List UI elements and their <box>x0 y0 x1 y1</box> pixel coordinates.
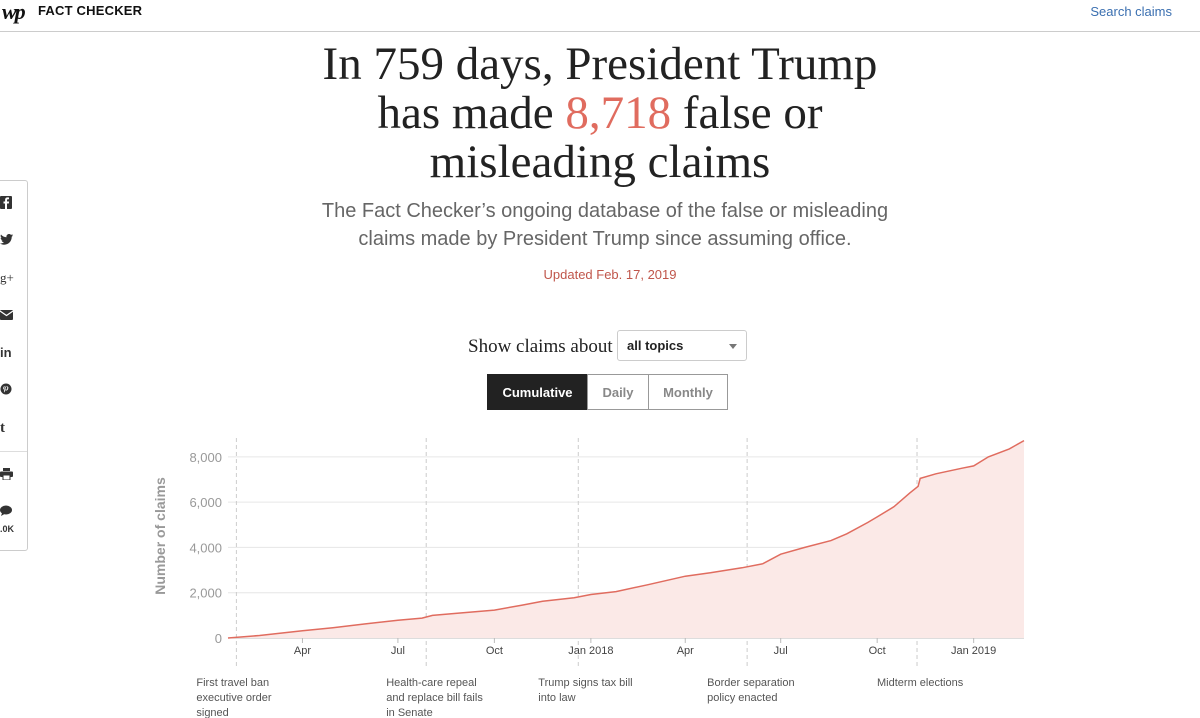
cumulative-line <box>227 439 1025 639</box>
x-tick-label: Apr <box>677 645 694 657</box>
event-annotation-line: Border separation <box>707 677 794 689</box>
google-plus-icon[interactable]: g+ <box>0 270 14 285</box>
event-annotation-line: Trump signs tax bill <box>538 677 632 689</box>
topic-select-value: all topics <box>627 338 684 353</box>
event-annotation-line: Health-care repeal <box>386 677 477 689</box>
x-tick-label: Jul <box>774 645 788 657</box>
event-annotation: First travel ban executive order signed <box>196 677 272 718</box>
twitter-icon[interactable] <box>0 234 14 248</box>
x-tick-label: Jan 2019 <box>951 645 996 657</box>
filter-label: Show claims about <box>468 336 613 357</box>
cumulative-area <box>228 440 1024 638</box>
comments-count: .0K <box>0 524 15 534</box>
event-annotation-line: Midterm elections <box>877 677 964 689</box>
event-annotation-line: policy enacted <box>707 692 777 704</box>
event-annotation-line: executive order <box>196 692 272 704</box>
dek: The Fact Checker’s ongoing database of t… <box>321 200 889 250</box>
event-annotation: Midterm elections <box>877 677 964 689</box>
event-annotation: Health-care repeal and replace bill fails… <box>386 677 483 718</box>
x-tick-label: Jul <box>391 645 405 657</box>
y-tick-label: 0 <box>215 631 222 646</box>
comments-icon[interactable] <box>0 505 14 519</box>
y-tick-label: 2,000 <box>189 586 222 601</box>
search-claims-link[interactable]: Search claims <box>1090 4 1172 19</box>
y-tick-label: 6,000 <box>189 495 222 510</box>
linkedin-icon[interactable]: in <box>0 345 12 360</box>
toggle-monthly[interactable]: Monthly <box>648 374 728 410</box>
share-rail: g+ in t .0K <box>0 180 28 551</box>
event-annotation-line: in Senate <box>386 707 432 718</box>
event-annotation: Border separation policy enacted <box>707 677 794 704</box>
event-annotation: Trump signs tax bill into law <box>538 677 632 704</box>
headline-part1: In 759 days, President Trump has made <box>322 38 878 139</box>
event-annotation-line: First travel ban <box>196 677 269 689</box>
chevron-down-icon <box>729 344 737 349</box>
pinterest-icon[interactable] <box>0 383 14 397</box>
updated-date: Updated Feb. 17, 2019 <box>543 267 677 282</box>
x-axis: Apr Jul Oct Jan 2018 Apr Jul Oct Jan 2019 <box>294 638 996 657</box>
x-tick-label: Jan 2018 <box>568 645 613 657</box>
x-tick-label: Oct <box>869 645 886 657</box>
y-tick-label: 4,000 <box>189 540 222 555</box>
tumblr-icon[interactable]: t <box>0 420 5 436</box>
toggle-cumulative[interactable]: Cumulative <box>487 374 588 410</box>
y-axis: 0 2,000 4,000 6,000 8,000 <box>189 450 222 646</box>
event-annotation-line: and replace bill fails <box>386 692 483 704</box>
event-annotation-line: into law <box>538 692 575 704</box>
headline-part2: false or misleading claims <box>429 87 823 188</box>
wp-logo[interactable]: wp <box>2 0 26 24</box>
claims-count: 8,718 <box>565 87 672 139</box>
print-icon[interactable] <box>0 468 14 482</box>
topic-select[interactable]: all topics <box>617 330 747 361</box>
top-bar: wp FACT CHECKER Search claims <box>0 0 1200 32</box>
x-tick-label: Apr <box>294 645 311 657</box>
x-tick-label: Oct <box>486 645 503 657</box>
email-icon[interactable] <box>0 309 14 323</box>
event-annotations: First travel ban executive order signed Hea… <box>196 677 963 718</box>
event-annotation-line: signed <box>196 707 228 718</box>
section-title[interactable]: FACT CHECKER <box>38 3 143 18</box>
share-divider <box>0 451 27 452</box>
y-axis-title: Number of claims <box>152 477 168 595</box>
event-lines <box>235 438 918 668</box>
chart-grid <box>228 456 1024 639</box>
y-tick-label: 8,000 <box>189 450 222 465</box>
toggle-daily[interactable]: Daily <box>587 374 649 410</box>
headline: In 759 days, President Trump has made 8,… <box>300 40 900 187</box>
facebook-icon[interactable] <box>0 196 14 210</box>
